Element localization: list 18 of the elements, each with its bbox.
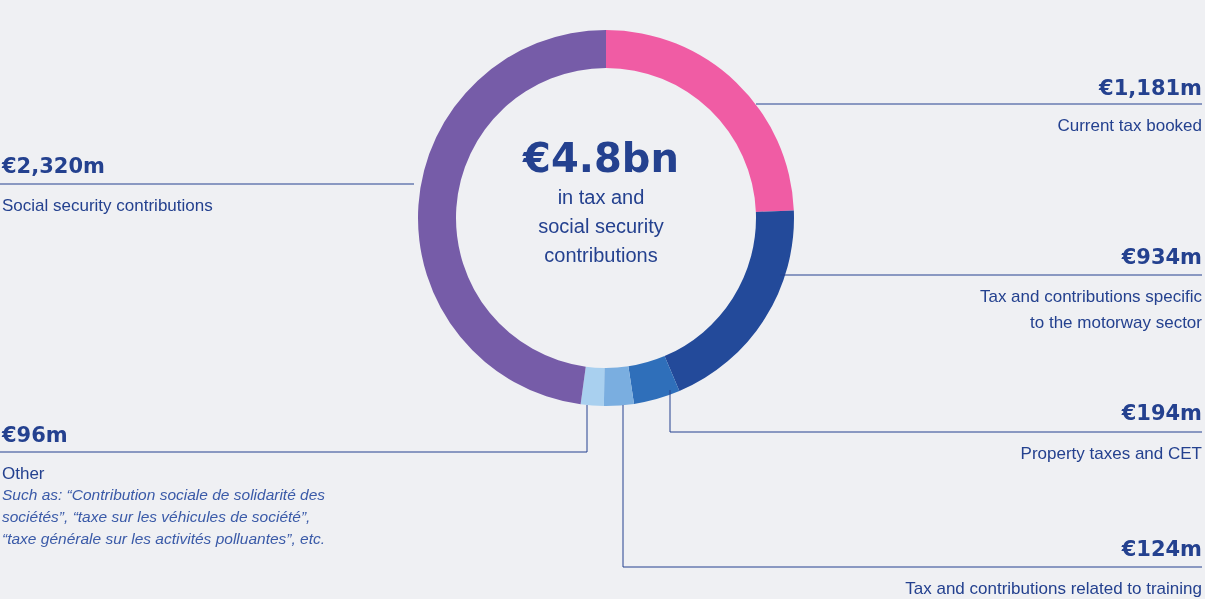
slice-label: Current tax booked: [1057, 116, 1202, 135]
data-label: €2,320m: [1, 154, 105, 178]
donut-slice: [628, 356, 680, 404]
data-label: €96m: [1, 423, 68, 447]
data-label: €124m: [1120, 537, 1202, 561]
data-label: €934m: [1120, 245, 1202, 269]
donut-slice: [603, 366, 635, 406]
data-label: €1,181m: [1098, 76, 1202, 100]
slice-label: Other: [2, 464, 45, 483]
slice-label: Social security contributions: [2, 196, 213, 215]
donut-slice: [580, 366, 605, 406]
slice-label: Property taxes and CET: [1020, 444, 1202, 463]
text: Such as: “Contribution sociale de solidarité des sociétés”, “taxe sur les véhicules de société”, “taxe générale sur les activités polluantes”, etc.: [2, 486, 326, 547]
text: €4.8bn: [522, 135, 679, 181]
slice-label: Tax and contributions related to training: [905, 579, 1202, 598]
slice-label: Tax and contributions specific to the motorway sector: [979, 287, 1203, 332]
data-label: €194m: [1120, 401, 1202, 425]
text: in tax and social security contributions: [538, 186, 664, 266]
